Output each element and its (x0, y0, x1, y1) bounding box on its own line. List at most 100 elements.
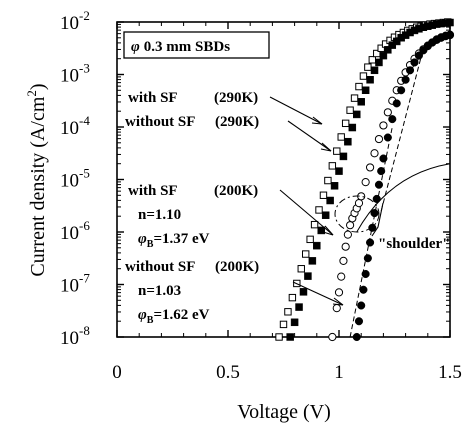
y-tick-label: 10-6 (60, 218, 90, 244)
label-without-sf-200-phi: φ (138, 307, 147, 323)
y-tick-label: 10-2 (60, 8, 90, 34)
data-point (379, 121, 388, 130)
label-without-sf-200: without SF (200K) (125, 259, 259, 275)
label-without-sf-200-barrier: φB=1.62 eV (138, 307, 210, 326)
y-axis-title-sup: 2 (24, 90, 39, 97)
x-tick-label: 1.5 (438, 362, 462, 383)
data-point (337, 272, 346, 281)
data-point (359, 72, 368, 80)
data-point (324, 176, 332, 185)
data-point (364, 63, 372, 71)
arrow-without-sf-200 (292, 281, 344, 306)
data-point (379, 51, 388, 60)
data-point (383, 133, 392, 142)
y-tick-exp: -2 (79, 8, 90, 23)
data-point (321, 211, 330, 219)
data-point (328, 162, 337, 170)
fit-line-solid (356, 163, 451, 233)
data-point (313, 241, 321, 250)
label-with-sf-290-temp: (290K) (214, 90, 258, 106)
arrow-without-sf-290 (287, 120, 332, 152)
y-axis-title-close: ) (27, 83, 49, 90)
data-point (368, 223, 377, 232)
data-point (350, 94, 359, 102)
data-point (341, 242, 350, 251)
data-point (352, 332, 361, 342)
x-tick-label: 1 (334, 362, 344, 383)
data-point (375, 58, 383, 67)
data-point (370, 149, 379, 158)
data-point (279, 320, 288, 329)
data-point (333, 147, 341, 155)
legend-box: φ 0.3 mm SBDs (123, 31, 270, 59)
y-tick-base: 10 (60, 276, 79, 297)
series-3 (352, 30, 455, 342)
y-tick-exp: -8 (79, 323, 90, 338)
data-point (370, 209, 379, 218)
y-tick-base: 10 (60, 118, 79, 139)
data-point (377, 167, 386, 176)
data-point (445, 30, 455, 39)
data-point (388, 115, 397, 124)
y-tick-exp: -5 (79, 166, 90, 181)
data-point (339, 256, 348, 265)
label-without-sf-200-temp: (200K) (215, 259, 259, 275)
data-point (361, 269, 370, 279)
data-point (319, 191, 328, 199)
label-with-sf-290: with SF (290K) (128, 90, 258, 106)
data-point (334, 288, 344, 297)
y-tick-label: 10-7 (60, 271, 90, 297)
data-point (339, 152, 348, 161)
data-point (299, 288, 308, 296)
y-tick-exp: -4 (79, 113, 90, 128)
series-1 (286, 18, 454, 341)
y-tick-base: 10 (60, 66, 79, 87)
legend-text: 0.3 mm SBDs (144, 39, 230, 55)
label-without-sf-200-n: n=1.03 (138, 283, 181, 299)
data-point (337, 133, 345, 141)
data-point (308, 257, 317, 265)
data-point (286, 333, 294, 341)
label-with-sf-200: with SF (200K) (128, 183, 258, 199)
axis-ticks (116, 21, 451, 338)
data-point (346, 106, 354, 114)
label-without-sf-290-temp: (290K) (215, 114, 259, 130)
data-point (392, 99, 401, 108)
label-with-sf-200-name: with SF (128, 183, 178, 199)
data-point (384, 46, 392, 54)
arrow-with-sf-200-head (322, 225, 334, 236)
label-with-sf-200-value: =1.37 eV (153, 231, 209, 247)
arrow-with-sf-200 (279, 189, 334, 236)
label-shoulder: "shoulder" (378, 236, 451, 252)
label-without-sf-200-value: =1.62 eV (153, 307, 209, 323)
data-point (397, 86, 406, 95)
label-with-sf-200-sub: B (147, 239, 154, 250)
y-tick-exp: -7 (79, 271, 90, 286)
x-tick-labels: 0 0.5 1 1.5 (112, 362, 462, 383)
shoulder-ellipse (334, 195, 380, 233)
data-point (370, 66, 379, 75)
y-tick-base: 10 (60, 328, 79, 349)
data-point (354, 199, 364, 208)
data-point (306, 235, 314, 244)
arrow-without-sf-290-head (320, 142, 332, 152)
data-point (330, 182, 339, 190)
label-without-sf-200-sub: B (147, 315, 154, 326)
y-tick-exp: -3 (79, 61, 90, 76)
label-with-sf-200-temp: (200K) (214, 183, 258, 199)
data-point (315, 206, 323, 214)
label-with-sf-200-barrier: φB=1.37 eV (138, 231, 210, 250)
y-tick-label: 10-8 (60, 323, 90, 349)
legend-box-label: φ 0.3 mm SBDs (131, 39, 230, 55)
data-point (372, 194, 381, 203)
data-point (344, 137, 352, 146)
data-point (368, 56, 377, 64)
data-point (374, 180, 384, 189)
data-point (361, 178, 370, 187)
data-point (359, 285, 368, 294)
data-point (304, 272, 312, 280)
label-with-sf-200-n: n=1.10 (138, 207, 181, 223)
data-point (290, 318, 299, 327)
data-point (297, 265, 305, 273)
